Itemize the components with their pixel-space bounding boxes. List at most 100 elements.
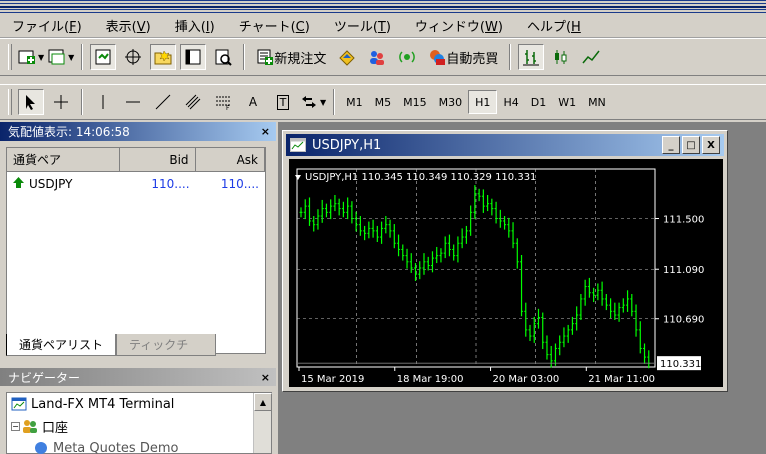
crosshair-tool-button[interactable] <box>48 89 74 115</box>
chart-window-title: USDJPY,H1 <box>312 137 382 153</box>
auto-trading-button[interactable]: 自動売買 <box>424 44 502 70</box>
tab-tick-chart[interactable]: ティックチ <box>116 334 217 356</box>
auto-trading-label: 自動売買 <box>446 51 499 67</box>
server-icon <box>33 440 49 454</box>
horizontal-line-icon <box>124 93 142 111</box>
market-watch-panel: 気配値表示: 14:06:58 × 通貨ペア Bid Ask USDJPY 11… <box>0 122 276 362</box>
trendline-button[interactable] <box>150 89 176 115</box>
vertical-line-button[interactable] <box>90 89 116 115</box>
scroll-up-icon[interactable]: ▲ <box>254 393 272 411</box>
tree-item-terminal[interactable]: Land-FX MT4 Terminal <box>7 393 271 415</box>
crosshair-icon <box>124 48 142 66</box>
chart-window-title-bar[interactable]: USDJPY,H1 _ □ X <box>286 134 724 156</box>
timeframe-h1-button[interactable]: H1 <box>468 90 498 114</box>
menu-item-0[interactable]: ファイル(F) <box>12 20 82 35</box>
tree-item-accounts[interactable]: − 口座 <box>7 415 271 437</box>
timeframe-m30-button[interactable]: M30 <box>438 95 463 109</box>
timeframe-m15-button[interactable]: M15 <box>403 95 427 109</box>
candlestick-button[interactable] <box>548 44 574 70</box>
y-tick-label: 111.090 <box>663 265 704 276</box>
timeframe-mn-button[interactable]: MN <box>588 95 606 109</box>
toolbar-grip[interactable] <box>8 89 12 115</box>
market-watch-close-button[interactable]: × <box>260 125 270 138</box>
tester-icon <box>214 48 233 66</box>
menu-item-6[interactable]: ヘルプ(H <box>526 20 581 35</box>
y-tick-label: 110.690 <box>663 315 704 326</box>
horizontal-line-button[interactable] <box>120 89 146 115</box>
current-price-label: 110.331 <box>660 359 701 370</box>
navigator-icon <box>154 48 172 66</box>
text-tool-button[interactable]: A <box>240 89 266 115</box>
market-watch-title-bar[interactable]: 気配値表示: 14:06:58 × <box>0 122 276 141</box>
price-chart[interactable]: 111.500 111.090 110.690 110.331 USDJPY,H1 11… <box>289 159 723 387</box>
toolbar-grip[interactable] <box>8 44 12 70</box>
menu-item-1[interactable]: 表示(V) <box>105 20 151 35</box>
vertical-line-icon <box>94 93 112 111</box>
navigator-panel: ナビゲーター × Land-FX MT4 Terminal − 口座 Meta … <box>0 368 276 454</box>
table-row[interactable]: USDJPY 110.... 110.... <box>7 172 265 196</box>
navigator-title-bar[interactable]: ナビゲーター × <box>0 368 276 386</box>
fibonacci-icon: F <box>214 93 232 112</box>
equidistant-channel-button[interactable] <box>180 89 206 115</box>
menu-item-5[interactable]: ウィンドウ(W) <box>414 20 503 35</box>
metaeditor-button[interactable] <box>334 44 360 70</box>
x-tick-label: 18 Mar 19:00 <box>397 374 464 385</box>
arrows-icon <box>300 93 318 111</box>
column-header-ask[interactable]: Ask <box>196 148 266 171</box>
tree-item-label: 口座 <box>42 420 69 436</box>
tree-item-label: Meta Quotes Demo <box>53 440 179 454</box>
strategy-tester-button[interactable] <box>210 44 236 70</box>
maximize-button[interactable]: □ <box>682 136 700 154</box>
bar-chart-button[interactable] <box>518 44 545 70</box>
cursor-arrow-icon <box>22 93 40 111</box>
collapse-icon: − <box>11 421 20 431</box>
fibonacci-button[interactable]: F <box>210 89 236 115</box>
terminal-toggle-button[interactable] <box>180 44 207 70</box>
navigator-close-button[interactable]: × <box>260 370 270 384</box>
label-tool-button[interactable]: T <box>270 89 296 115</box>
x-tick-label: 20 Mar 03:00 <box>493 374 560 385</box>
menu-item-2[interactable]: 挿入(I) <box>174 20 215 35</box>
minimize-button[interactable]: _ <box>662 136 680 154</box>
crosshair-tool-icon <box>52 93 70 111</box>
text-tool-label: A <box>248 95 258 109</box>
timeframe-m1-button[interactable]: M1 <box>346 95 363 109</box>
timeframe-w1-button[interactable]: W1 <box>558 95 577 109</box>
column-header-bid[interactable]: Bid <box>120 148 196 171</box>
x-tick-label: 15 Mar 2019 <box>301 374 364 385</box>
new-chart-button[interactable]: ▼ <box>18 44 44 70</box>
menu-item-3[interactable]: チャート(C) <box>238 20 310 35</box>
tree-item-label: Land-FX MT4 Terminal <box>31 396 175 412</box>
bid-cell: 110.... <box>151 177 190 191</box>
timeframe-m5-button[interactable]: M5 <box>374 95 392 109</box>
menu-item-4[interactable]: ツール(T) <box>333 20 391 35</box>
label-tool-label: T <box>276 94 290 110</box>
timeframe-d1-button[interactable]: D1 <box>530 95 547 109</box>
market-watch-toggle-button[interactable] <box>90 44 117 70</box>
svg-text:F: F <box>226 105 230 111</box>
accounts-icon <box>22 418 38 434</box>
navigator-scrollbar[interactable]: ▲ <box>253 393 272 453</box>
symbol-label: USDJPY <box>29 177 73 191</box>
signals-button[interactable] <box>394 44 420 70</box>
profiles-icon <box>48 48 66 66</box>
cursor-button[interactable] <box>18 89 44 115</box>
timeframe-h4-button[interactable]: H4 <box>503 95 519 109</box>
ask-cell: 110.... <box>220 177 259 191</box>
close-button[interactable]: X <box>702 136 720 154</box>
data-window-button[interactable] <box>120 44 146 70</box>
tree-item-demo-server[interactable]: Meta Quotes Demo <box>7 437 271 454</box>
chart-window-icon <box>290 138 306 152</box>
arrows-button[interactable]: ▼ <box>300 89 326 115</box>
line-chart-button[interactable] <box>578 44 604 70</box>
column-header-symbol[interactable]: 通貨ペア <box>7 148 121 171</box>
navigator-toggle-button[interactable] <box>150 44 177 70</box>
community-button[interactable] <box>364 44 390 70</box>
new-order-button[interactable]: 新規注文 <box>252 44 330 70</box>
tab-symbols[interactable]: 通貨ペアリスト <box>6 334 117 356</box>
profiles-button[interactable]: ▼ <box>48 44 74 70</box>
price-chart-svg: 111.500 111.090 110.690 110.331 USDJPY,H1 11… <box>295 168 704 385</box>
line-chart-icon <box>582 48 600 66</box>
market-watch-tabs: 通貨ペアリスト ティックチ <box>6 334 217 356</box>
candlestick-icon <box>552 48 570 66</box>
